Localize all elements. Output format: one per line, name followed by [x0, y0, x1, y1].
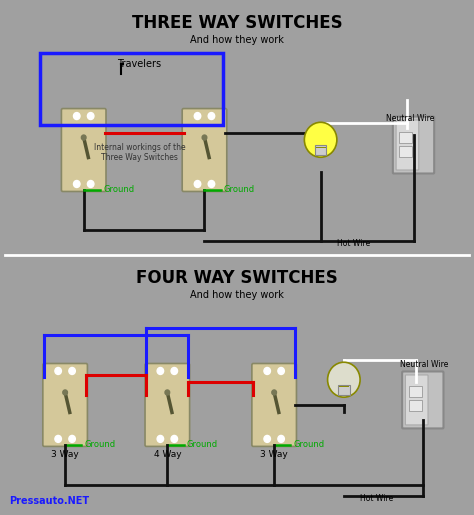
Bar: [400, 146, 412, 157]
Circle shape: [55, 435, 62, 442]
Bar: [315, 145, 326, 154]
Circle shape: [202, 135, 207, 140]
Text: 4 Way: 4 Way: [154, 451, 181, 459]
Text: And how they work: And how they work: [190, 35, 284, 45]
Circle shape: [264, 435, 271, 442]
FancyBboxPatch shape: [405, 375, 428, 425]
Text: Ground: Ground: [294, 440, 325, 450]
FancyBboxPatch shape: [182, 109, 227, 192]
Text: Ground: Ground: [85, 440, 116, 450]
Text: Internal workings of the
Three Way Switches: Internal workings of the Three Way Switc…: [94, 143, 185, 162]
Text: Hot Wire: Hot Wire: [360, 494, 393, 503]
Circle shape: [63, 390, 67, 395]
Text: 3 Way: 3 Way: [260, 451, 288, 459]
Text: FOUR WAY SWITCHES: FOUR WAY SWITCHES: [136, 268, 338, 286]
Circle shape: [304, 122, 337, 157]
Text: 3 Way: 3 Way: [51, 451, 79, 459]
Text: Neutral Wire: Neutral Wire: [386, 114, 434, 123]
Circle shape: [272, 390, 276, 395]
Bar: [338, 385, 349, 394]
Circle shape: [165, 390, 170, 395]
Circle shape: [157, 435, 164, 442]
Text: Pressauto.NET: Pressauto.NET: [9, 496, 90, 506]
Bar: [409, 401, 422, 411]
FancyBboxPatch shape: [145, 364, 190, 447]
Circle shape: [157, 368, 164, 374]
Circle shape: [328, 362, 360, 397]
Text: Hot Wire: Hot Wire: [337, 239, 370, 248]
Circle shape: [171, 368, 178, 374]
Circle shape: [171, 435, 178, 442]
FancyBboxPatch shape: [252, 364, 296, 447]
Text: THREE WAY SWITCHES: THREE WAY SWITCHES: [132, 13, 342, 31]
Text: Ground: Ground: [224, 185, 255, 195]
Bar: [400, 131, 412, 143]
Text: Neutral Wire: Neutral Wire: [400, 360, 448, 369]
Circle shape: [55, 368, 62, 374]
FancyBboxPatch shape: [393, 116, 434, 174]
FancyBboxPatch shape: [43, 364, 87, 447]
Circle shape: [73, 180, 80, 187]
Circle shape: [87, 113, 94, 119]
Circle shape: [278, 368, 284, 374]
Circle shape: [194, 180, 201, 187]
Circle shape: [208, 180, 215, 187]
Circle shape: [69, 435, 75, 442]
Text: Ground: Ground: [103, 185, 134, 195]
Circle shape: [278, 435, 284, 442]
Bar: [39, 53, 223, 125]
Text: And how they work: And how they work: [190, 290, 284, 300]
Circle shape: [264, 368, 271, 374]
Circle shape: [82, 135, 86, 140]
Circle shape: [73, 113, 80, 119]
Text: Travelers: Travelers: [118, 59, 162, 69]
FancyBboxPatch shape: [396, 120, 419, 170]
Circle shape: [208, 113, 215, 119]
Circle shape: [194, 113, 201, 119]
FancyBboxPatch shape: [62, 109, 106, 192]
FancyBboxPatch shape: [402, 371, 444, 428]
Text: Ground: Ground: [187, 440, 218, 450]
Circle shape: [69, 368, 75, 374]
Circle shape: [87, 180, 94, 187]
Bar: [409, 386, 422, 398]
